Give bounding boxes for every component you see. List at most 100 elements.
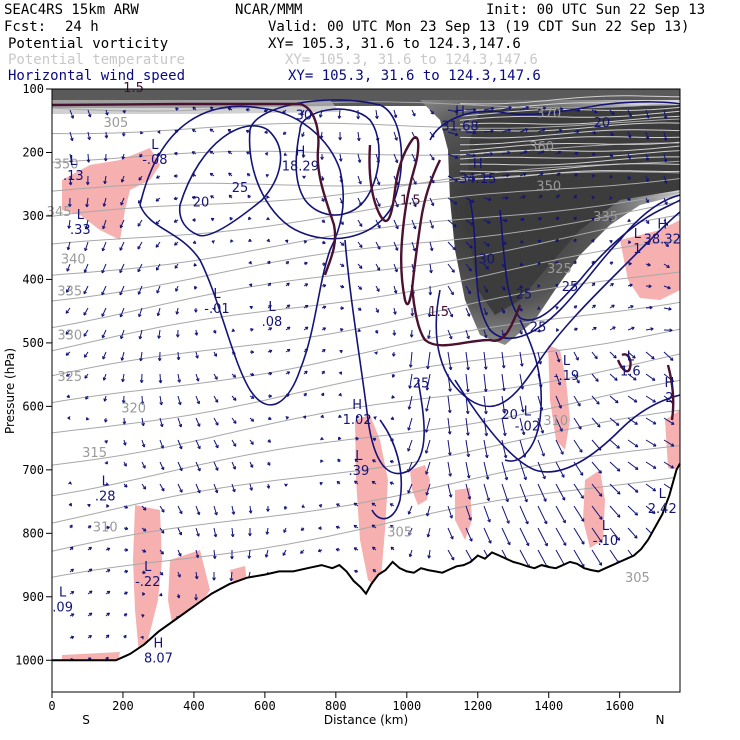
wind-vector-head [490,106,495,111]
wind-vector-head [266,195,270,199]
wind-vector-head [87,113,92,118]
wind-vector [465,175,476,180]
wind-vector-head [562,519,566,524]
low-marker: L [602,519,610,534]
wind-vector [101,329,107,339]
wind-vector-head [451,269,455,273]
wind-vector-head [194,332,199,336]
wind-vector-head [300,112,305,117]
wind-vector-head [158,380,163,384]
wind-vector-head [592,152,596,156]
wind-vector-head [487,519,491,523]
wind-vector-head [119,247,123,251]
wind-vector-head [484,432,489,437]
wind-vector-head [409,334,414,338]
wind-vector-head [215,444,219,449]
wind-contour-central-column [344,239,425,475]
low-marker: L [634,227,642,242]
wind-vector-head [591,196,595,200]
wind-vector-head [142,486,147,490]
wind-vector-head [428,292,433,296]
wind-vector-head [450,557,455,561]
wind-vector [483,307,488,316]
wind-vector [213,461,219,471]
wind-vector-head [645,178,650,183]
wind-vector-head [573,260,577,265]
wind-vector-head [650,327,654,331]
wind-vector-head [318,114,323,118]
wind-vector-head [614,377,618,381]
wind-vector [357,219,363,227]
wind-vector [69,131,73,141]
wind-vector-head [663,159,668,163]
wind-vector [177,373,181,383]
theta-contour-upper [459,145,680,156]
wind-vector-head [609,174,613,178]
pv-contours [52,102,675,421]
wind-vector-head [505,196,509,200]
wind-vector-head [448,335,453,340]
wind-vector-head [574,327,578,332]
negative-pv-patch-upper-right [620,220,680,300]
wind-vector [519,505,529,525]
extremum-value: .08 [262,315,283,330]
wind-vector [591,373,599,382]
wind-vector-head [138,313,142,318]
wind-vector-head [540,430,545,434]
wind-vector-head [268,304,272,309]
wind-vector-head [160,530,165,534]
wind-vector [627,351,636,359]
wind-vector-head [647,262,651,267]
wind-vector-head [559,428,563,432]
wind-vector-head [87,503,91,508]
wind-vector [465,373,469,393]
wind-vector [555,505,566,524]
wind-vector-head [178,531,183,536]
y-tick-label: 800 [22,526,44,540]
negative-pv-patch-lower-left [133,505,162,665]
wind-vector-head [353,502,358,507]
wind-vector-head [84,225,89,230]
wind-vector-head [560,451,564,455]
low-marker: L [563,354,571,369]
wind-vector-head [68,182,73,186]
y-tick-label: 900 [22,590,44,604]
wind-vector-head [466,335,470,340]
wind-vector-head [540,172,544,176]
theta-contour-label: 305 [625,571,650,586]
wind-vector [231,505,235,515]
wind-vector-head [233,420,237,424]
wind-vector-head [83,354,88,358]
wind-vector [573,439,583,453]
wind-vector [428,549,431,559]
wind-vector [265,549,269,558]
high-marker: H [295,144,305,159]
wind-vector [483,439,488,458]
wind-vector-head [670,443,675,447]
wind-vector [411,153,417,162]
theta-contour-label: 320 [121,402,146,417]
wind-vector-head [340,327,344,332]
wind-vector [627,461,639,470]
wind-vector-head [652,399,656,403]
wind-vector [609,505,621,518]
x-tick-label: 0 [48,699,55,713]
wind-vector-head [469,245,473,249]
wind-vector [555,417,563,432]
wind-vector [465,307,471,317]
wind-vector-head [229,577,234,582]
wind-vector [537,351,542,365]
low-marker: L [659,487,667,502]
theta-contour [52,191,680,276]
wind-vector-head [175,334,180,338]
wind-vector [429,263,432,274]
wind-vector-head [593,109,598,114]
wind-vector [104,175,107,184]
wind-vector [156,285,161,294]
wind-vector-head [66,289,70,293]
wind-vector-head [577,403,581,407]
wind-vector-head [355,436,359,441]
wind-vector [119,241,125,251]
wind-vector-head [562,542,567,546]
wind-vector [428,307,431,317]
